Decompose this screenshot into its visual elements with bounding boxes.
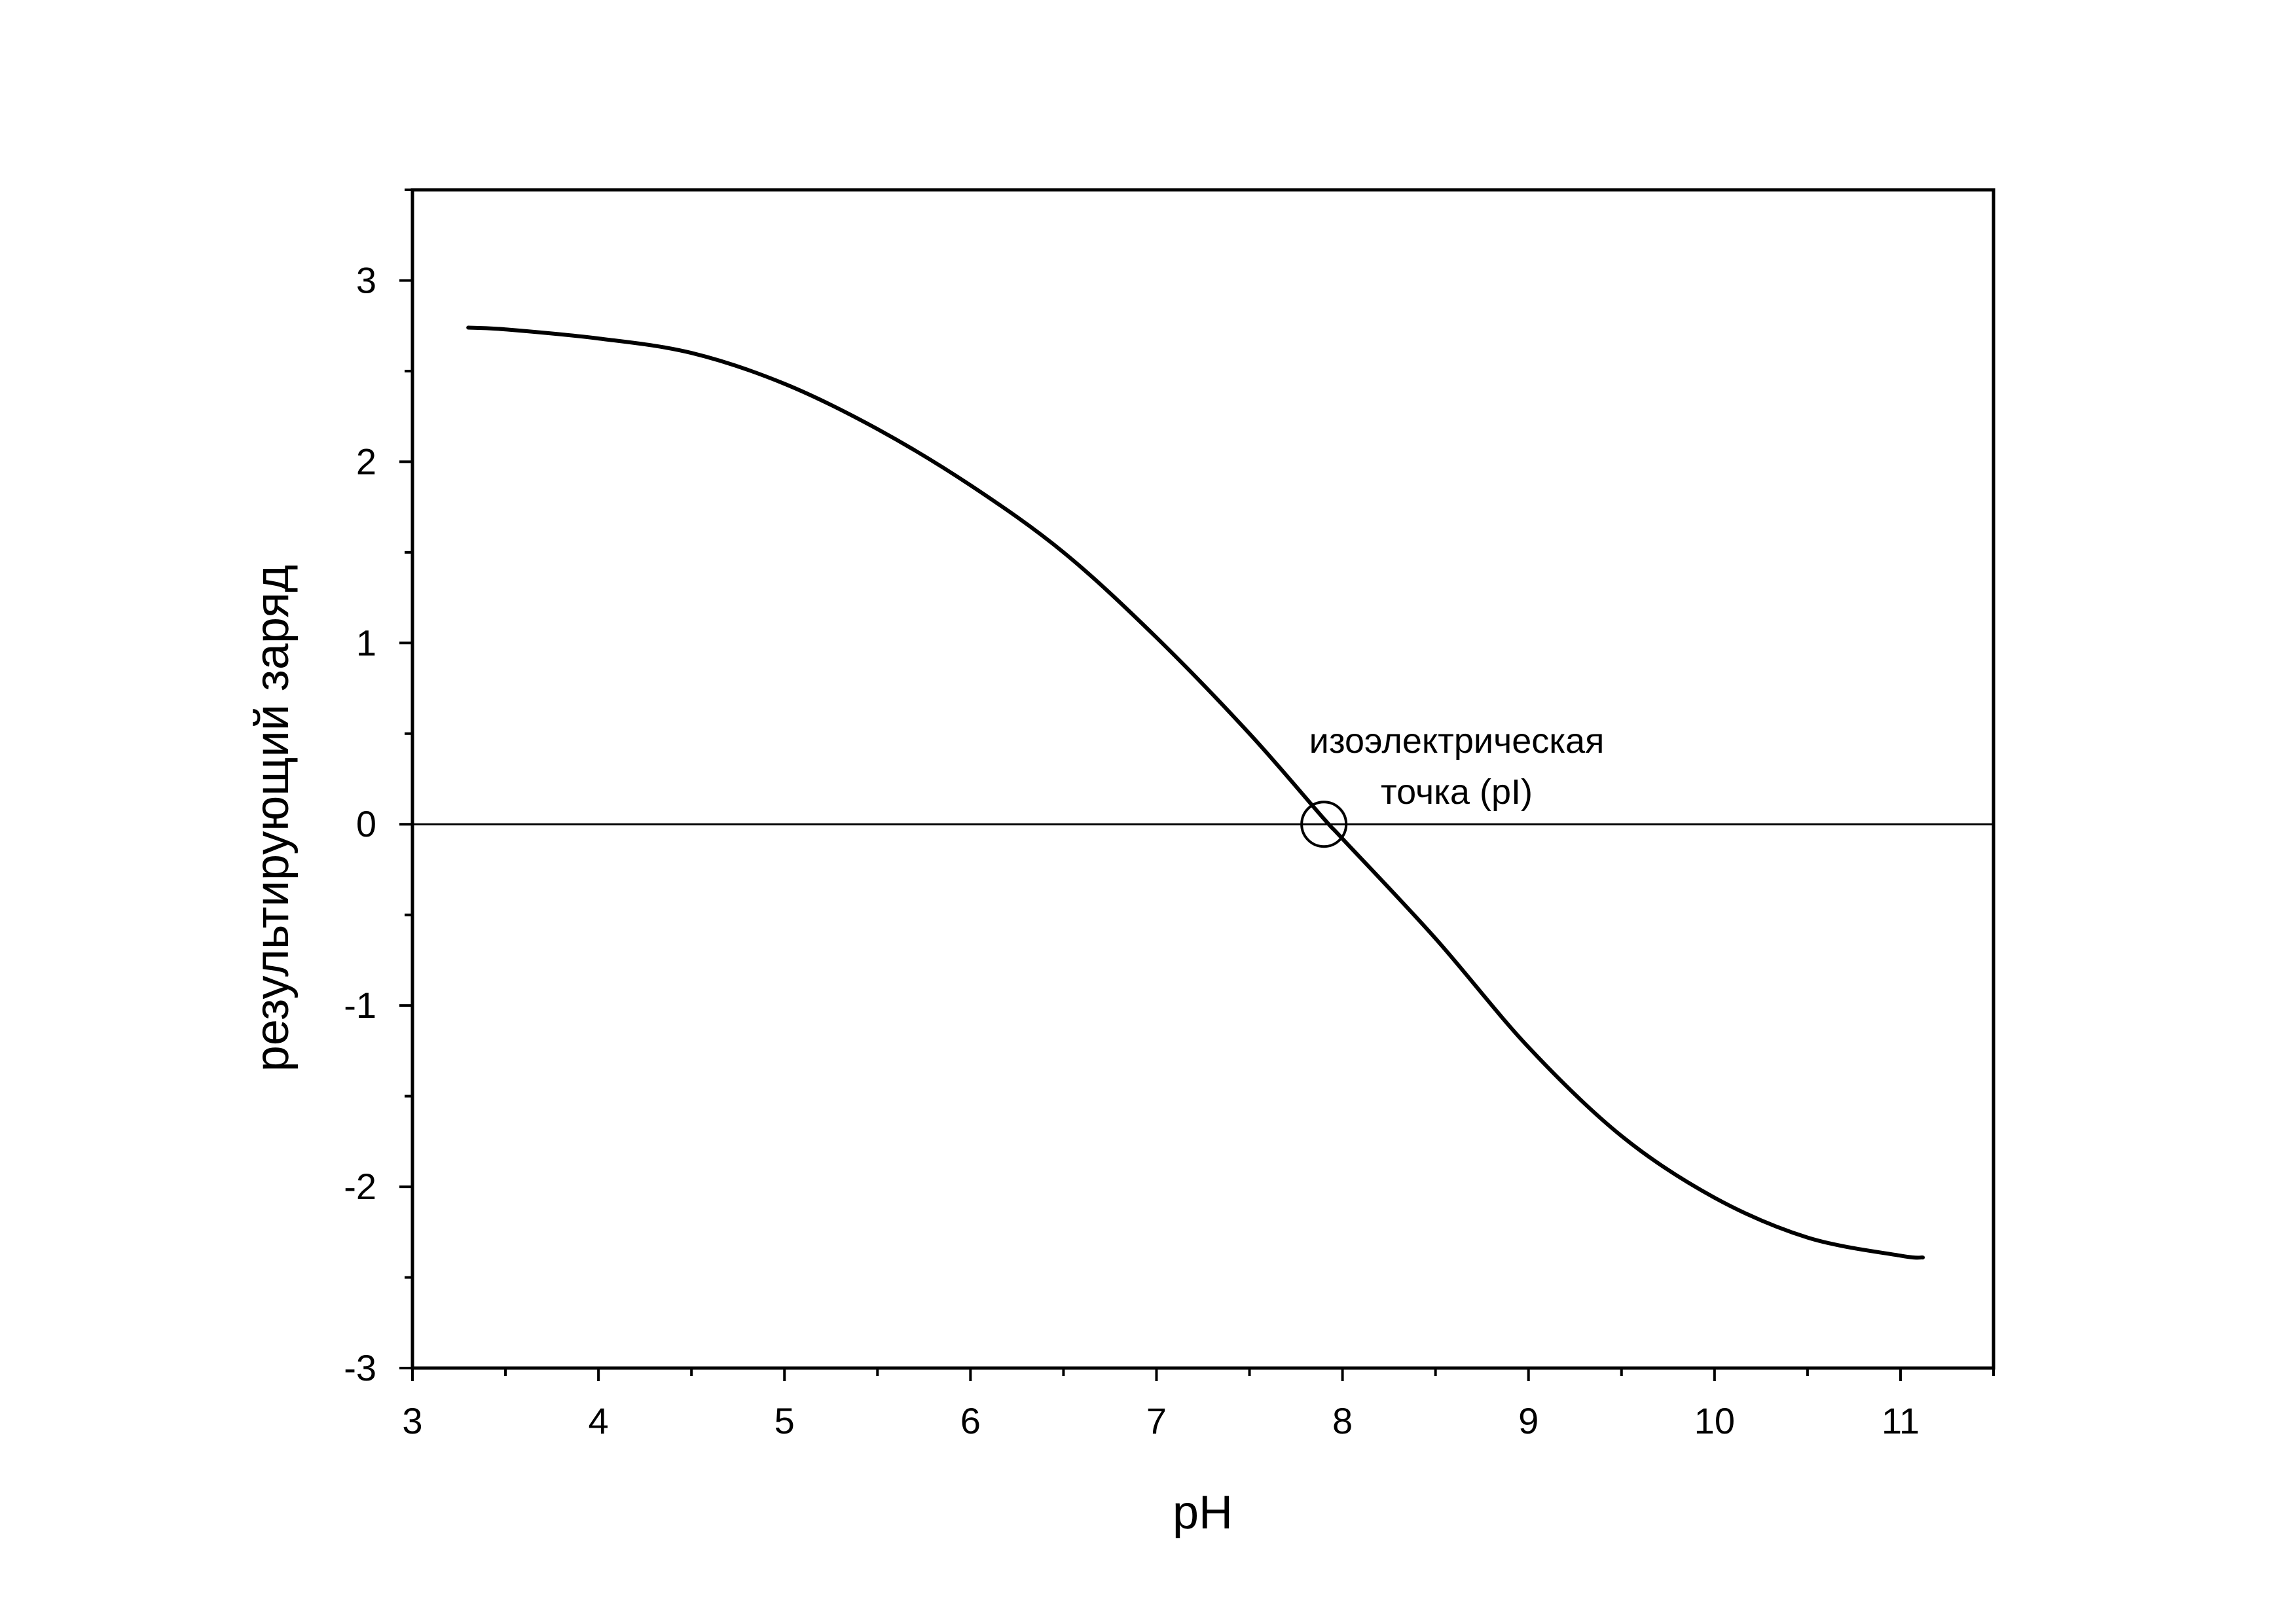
series-line <box>466 325 1925 1260</box>
x-tick-label: 5 <box>774 1400 795 1441</box>
annotation-line-1: изоэлектрическая <box>1309 721 1605 761</box>
x-tick-label: 9 <box>1518 1400 1539 1441</box>
y-tick-label: -2 <box>344 1166 376 1207</box>
y-tick-label: -1 <box>344 984 376 1026</box>
annotation-line-2: точка (pI) <box>1381 772 1533 812</box>
x-tick-label: 6 <box>960 1400 981 1441</box>
x-tick-label: 4 <box>589 1400 609 1441</box>
x-tick-label: 11 <box>1882 1400 1920 1441</box>
x-tick-labels: 3 4 5 6 7 8 9 10 11 <box>402 1400 1920 1441</box>
plot-frame <box>410 188 1995 1370</box>
x-tick-label: 8 <box>1332 1400 1353 1441</box>
y-tick-label: 0 <box>356 803 376 844</box>
isoelectric-point-marker <box>1300 801 1348 848</box>
series-points <box>466 325 1925 1259</box>
y-tick-label: 1 <box>356 622 376 663</box>
x-tick-label: 10 <box>1694 1400 1735 1441</box>
y-tick-labels: -3 -2 -1 0 1 2 3 <box>344 259 376 1388</box>
y-tick-label: 3 <box>356 259 376 300</box>
x-axis-title: pH <box>1173 1487 1233 1539</box>
x-tick-label: 3 <box>402 1400 422 1441</box>
y-tick-label: -3 <box>344 1347 376 1388</box>
y-axis-title: результирующий заряд <box>246 565 299 1072</box>
x-tick-label: 7 <box>1146 1400 1167 1441</box>
y-tick-label: 2 <box>356 441 376 482</box>
axis-ticks <box>399 189 1995 1381</box>
